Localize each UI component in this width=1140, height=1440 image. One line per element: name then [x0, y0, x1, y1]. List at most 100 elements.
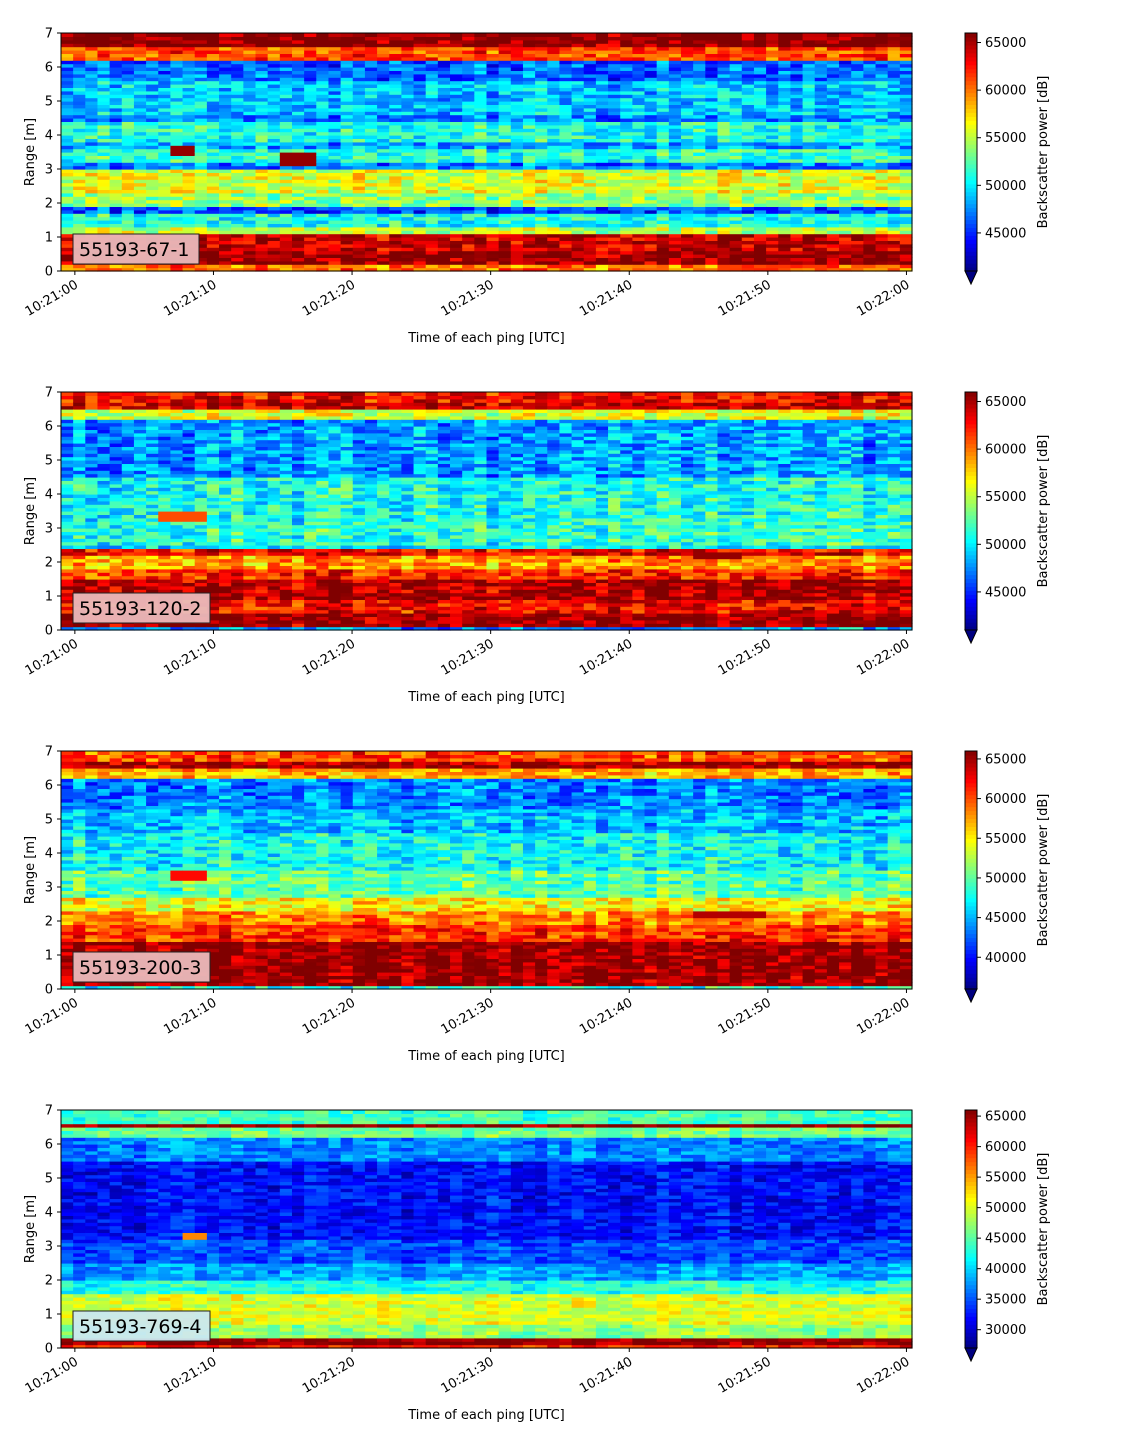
colorbar-segment [965, 65, 977, 70]
heatmap-cell [620, 200, 633, 204]
heatmap-cell [122, 210, 135, 214]
heatmap-cell [414, 227, 427, 231]
heatmap-cell [900, 159, 913, 163]
heatmap-cell [401, 217, 414, 221]
heatmap-cell [146, 217, 159, 221]
heatmap-cell [268, 217, 281, 221]
heatmap-cell [523, 217, 536, 221]
heatmap-cell [73, 142, 86, 146]
heatmap-cell [632, 166, 645, 170]
heatmap-cell [365, 264, 378, 268]
heatmap-cell [365, 234, 378, 238]
heatmap-cell [243, 251, 256, 255]
heatmap-cell [316, 183, 329, 187]
heatmap-cell [620, 234, 633, 238]
heatmap-cell [523, 244, 536, 248]
colorbar-segment [965, 57, 977, 62]
heatmap-cell [730, 159, 743, 163]
heatmap-cell [693, 176, 706, 180]
heatmap-cell [851, 149, 864, 153]
heatmap-cell [827, 183, 840, 187]
heatmap-cell [778, 183, 791, 187]
heatmap-cell [414, 193, 427, 197]
heatmap-cell [632, 264, 645, 268]
heatmap-cell [85, 200, 98, 204]
heatmap-cell [584, 166, 597, 170]
heatmap-cell [511, 200, 524, 204]
heatmap-cell [450, 193, 463, 197]
heatmap-cell [827, 132, 840, 136]
heatmap-cell [669, 183, 682, 187]
heatmap-cell [292, 159, 305, 163]
heatmap-cell [559, 264, 572, 268]
heatmap-cell [754, 244, 767, 248]
heatmap-cell [851, 33, 864, 37]
heatmap-cell [474, 264, 487, 268]
heatmap-cell [462, 244, 475, 248]
heatmap-cell [280, 176, 293, 180]
heatmap-cell [158, 142, 171, 146]
heatmap-cell [134, 132, 147, 136]
heatmap-cell [608, 264, 621, 268]
heatmap-cell [134, 264, 147, 268]
heatmap-cell [900, 251, 913, 255]
heatmap-cell [401, 210, 414, 214]
heatmap-cell [389, 251, 402, 255]
heatmap-cell [596, 183, 609, 187]
heatmap-cell [511, 234, 524, 238]
heatmap-cell [803, 227, 816, 231]
heatmap-cell [377, 176, 390, 180]
heatmap-cell [888, 33, 901, 37]
heatmap-cell [146, 227, 159, 231]
colorbar-segment [965, 172, 977, 177]
heatmap-cell [851, 234, 864, 238]
heatmap-cell [559, 193, 572, 197]
heatmap-cell [401, 244, 414, 248]
heatmap-cell [827, 176, 840, 180]
heatmap-cell [559, 234, 572, 238]
heatmap-cell [85, 33, 98, 37]
heatmap-cell [219, 234, 232, 238]
heatmap-cell [876, 244, 889, 248]
heatmap-cell [280, 210, 293, 214]
heatmap-cell [815, 149, 828, 153]
heatmap-cell [681, 166, 694, 170]
heatmap-cell [511, 193, 524, 197]
heatmap-cell [438, 132, 451, 136]
heatmap-cell [900, 33, 913, 37]
heatmap-cell [645, 33, 658, 37]
heatmap-cell [73, 132, 86, 136]
heatmap-cell [110, 227, 123, 231]
heatmap-cell [547, 251, 560, 255]
heatmap-cell [110, 193, 123, 197]
heatmap-cell [876, 210, 889, 214]
heatmap-cell [134, 193, 147, 197]
heatmap-cell [353, 227, 366, 231]
heatmap-cell [389, 149, 402, 153]
heatmap-cell [256, 142, 269, 146]
heatmap-cell [304, 193, 317, 197]
heatmap-cell [693, 251, 706, 255]
heatmap-cell [705, 159, 718, 163]
heatmap-cell [304, 200, 317, 204]
heatmap-cell [122, 33, 135, 37]
heatmap-cell [815, 244, 828, 248]
heatmap-cell [645, 132, 658, 136]
heatmap-cell [401, 33, 414, 37]
heatmap-cell [876, 166, 889, 170]
heatmap-cell [474, 193, 487, 197]
heatmap-cell [803, 159, 816, 163]
heatmap-cell [97, 193, 110, 197]
heatmap-cell [110, 183, 123, 187]
heatmap-cell [328, 132, 341, 136]
heatmap-cell [572, 149, 585, 153]
heatmap-cell [474, 142, 487, 146]
heatmap-cell [61, 264, 74, 268]
heatmap-cell [110, 264, 123, 268]
heatmap-cell [134, 149, 147, 153]
heatmap-cell [487, 210, 500, 214]
heatmap-cell [863, 200, 876, 204]
heatmap-cell [231, 200, 244, 204]
heatmap-cell [110, 200, 123, 204]
heatmap-cell [596, 33, 609, 37]
